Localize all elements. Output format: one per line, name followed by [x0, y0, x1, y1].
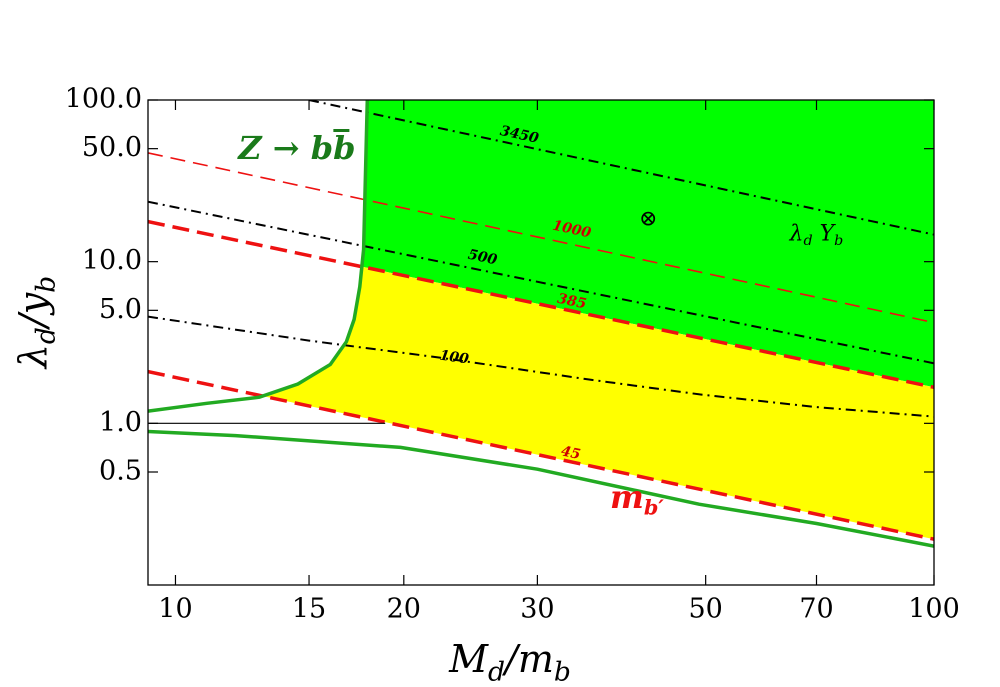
curve-label: 500 [467, 247, 499, 269]
xlabel: Md/mb [448, 637, 571, 687]
label-part: /m [501, 637, 554, 681]
x-tick-label: 70 [799, 594, 833, 625]
x-tick-label: 15 [292, 594, 326, 625]
annotation-part: Y [813, 222, 837, 247]
x-tick-label: 50 [688, 594, 722, 625]
annotation: λd Yb [789, 222, 844, 250]
plot-frame [147, 99, 935, 586]
curve [148, 100, 370, 413]
ylabel: λd/yb [11, 276, 62, 370]
curve [148, 152, 934, 324]
curve [148, 369, 934, 541]
annotation-part: b′ [644, 494, 665, 519]
annotation-part: m [610, 478, 644, 516]
annotation-part: Z → bb̅ [236, 128, 355, 166]
curve [148, 315, 934, 418]
y-tick-label: 10.0 [82, 245, 142, 276]
label-part: d [30, 327, 61, 344]
x-tick-label: 30 [520, 594, 554, 625]
annotation-part: λ [789, 222, 804, 247]
y-tick-label: 0.5 [99, 455, 142, 486]
x-tick-label: 20 [387, 594, 421, 625]
y-tick-label: 5.0 [99, 294, 142, 325]
label-part: λ [11, 344, 55, 370]
y-tick-label: 100.0 [65, 84, 142, 115]
curve-label: 100 [439, 348, 470, 368]
curve [148, 200, 934, 365]
annotation-part: b [834, 233, 843, 249]
curve [308, 100, 934, 236]
label-part: M [448, 637, 489, 681]
marker: ⊗ [639, 207, 657, 232]
curve-label: 45 [560, 443, 582, 463]
label-part: b [30, 276, 61, 293]
curve-label: 385 [556, 291, 588, 313]
curve [148, 219, 934, 390]
x-tick-label: 10 [158, 594, 192, 625]
y-tick-label: 50.0 [82, 132, 142, 163]
label-part: b [554, 656, 571, 687]
y-tick-label: 1.0 [99, 407, 142, 438]
label-part: d [488, 656, 505, 687]
annotation: Z → bb̅ [236, 128, 355, 166]
curve [148, 429, 934, 548]
label-part: /y [11, 292, 55, 331]
annotation: mb′ [610, 478, 664, 520]
annotation-part: d [803, 233, 812, 249]
x-tick-label: 100 [908, 594, 960, 625]
